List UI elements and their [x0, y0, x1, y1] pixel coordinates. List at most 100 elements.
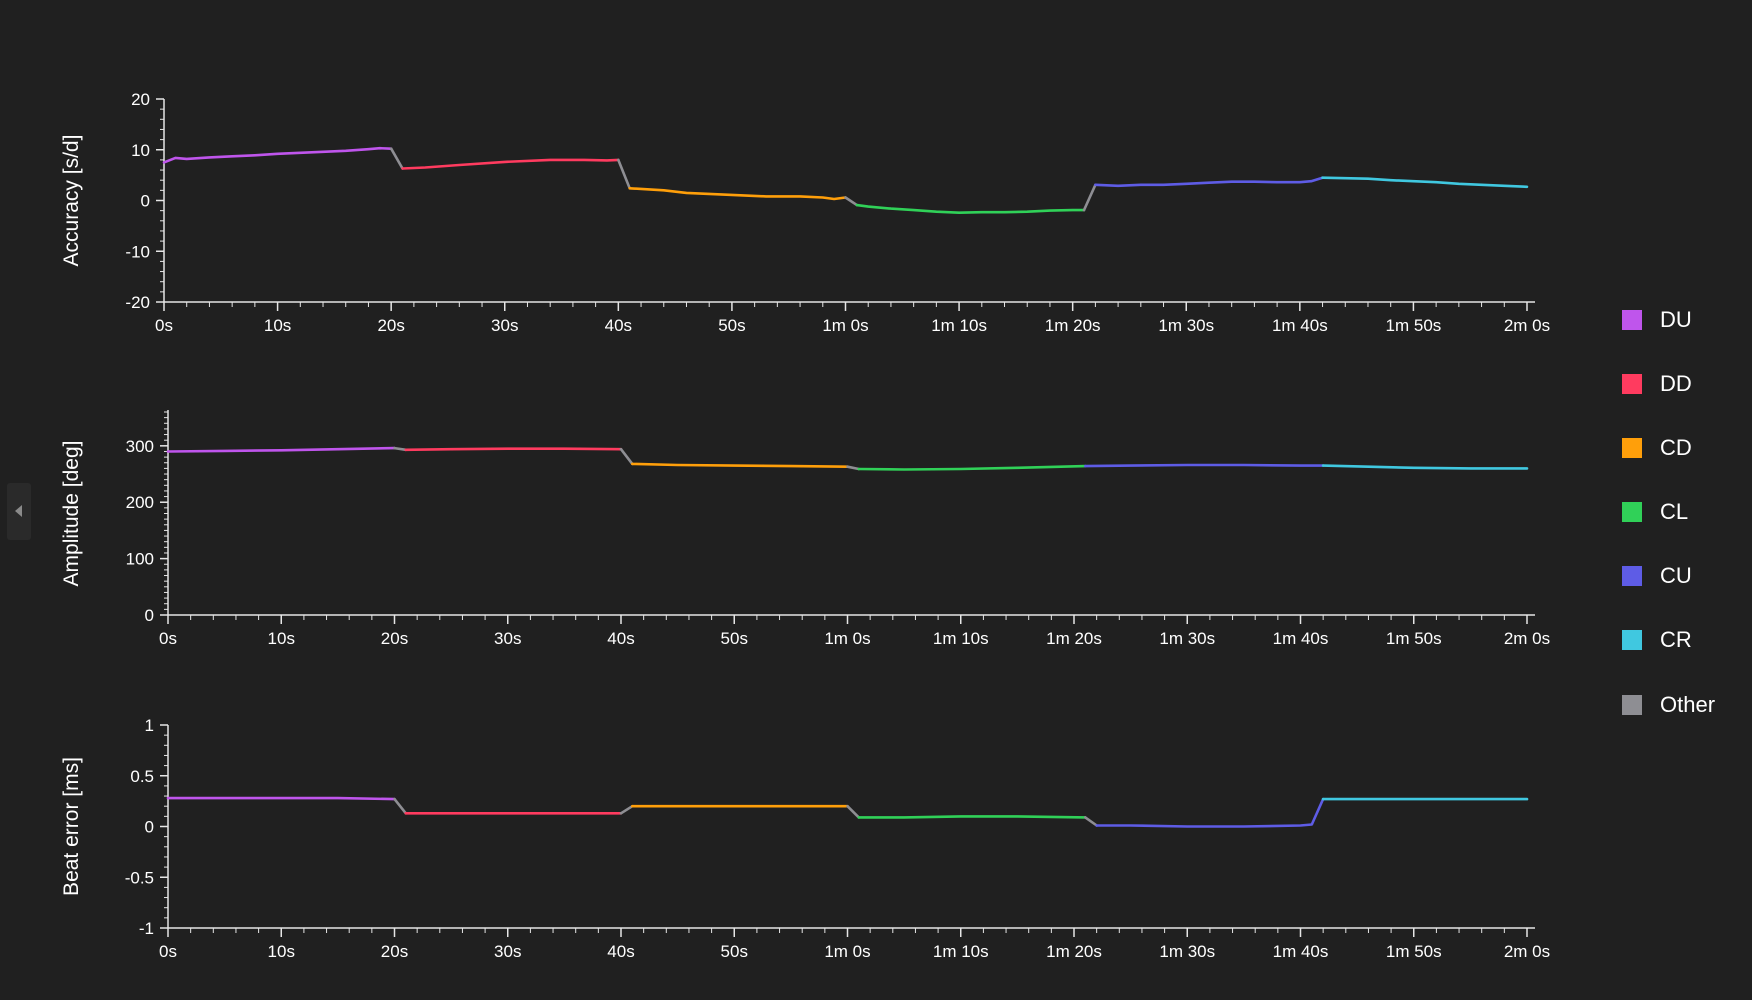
legend-label: CR: [1660, 627, 1692, 652]
series-line-other: [846, 465, 861, 471]
series-line-other: [393, 797, 408, 815]
legend-label: DD: [1660, 371, 1692, 396]
x-tick-label: 40s: [607, 942, 634, 961]
x-tick-label: 20s: [381, 942, 408, 961]
x-tick-label: 2m 0s: [1504, 629, 1550, 648]
x-tick-label: 1m 30s: [1158, 316, 1214, 335]
legend-swatch-dd: [1622, 374, 1642, 394]
legend-label: DU: [1660, 307, 1692, 332]
series-line-cl: [857, 815, 1087, 819]
x-tick-label: 1m 10s: [933, 942, 989, 961]
x-tick-label: 10s: [264, 316, 291, 335]
legend-item-cu[interactable]: CU: [1622, 556, 1692, 596]
x-tick-label: 1m 40s: [1273, 629, 1329, 648]
x-tick-label: 1m 40s: [1272, 316, 1328, 335]
x-tick-label: 30s: [494, 629, 521, 648]
legend-swatch-cl: [1622, 502, 1642, 522]
collapse-panel-button[interactable]: [7, 483, 31, 540]
chart-panel-2: 300 200 100 0 0s 10s 20s 30s 40s 50s 1m 0s 1m 10s 1m…: [60, 410, 1550, 648]
series-line-other: [619, 804, 634, 815]
x-tick-label: 0s: [159, 629, 177, 648]
y-axis-title: Amplitude [deg]: [60, 441, 83, 587]
y-tick-label: 0: [141, 192, 150, 211]
legend-item-cd[interactable]: CD: [1622, 428, 1692, 468]
legend-item-du[interactable]: DU: [1622, 300, 1692, 340]
chart-panel-1: 20 10 0 -10 -20 0s 10s 20s 30s 40s 50s 1m 0s 1m 10s 1…: [60, 90, 1550, 335]
x-tick-label: 1m 30s: [1159, 942, 1215, 961]
y-tick-label: -20: [125, 293, 150, 312]
y-tick-label: 0: [145, 818, 154, 837]
x-tick-label: 1m 10s: [931, 316, 987, 335]
legend-label: CU: [1660, 563, 1692, 588]
series-line-cl: [855, 203, 1086, 214]
legend-swatch-other: [1622, 695, 1642, 715]
legend-item-dd[interactable]: DD: [1622, 364, 1692, 404]
legend-item-cl[interactable]: CL: [1622, 492, 1688, 532]
series-line-other: [1082, 183, 1097, 212]
y-tick-label: 300: [126, 437, 154, 456]
x-tick-label: 2m 0s: [1504, 316, 1550, 335]
legend-swatch-du: [1622, 310, 1642, 330]
series-line-du: [166, 796, 396, 801]
x-tick-label: 1m 20s: [1045, 316, 1101, 335]
y-tick-label: 10: [131, 141, 150, 160]
series-line-other: [393, 446, 408, 452]
x-tick-label: 20s: [377, 316, 404, 335]
series-line-cl: [857, 464, 1087, 471]
series-line-other: [844, 196, 859, 207]
x-tick-label: 1m 40s: [1273, 942, 1329, 961]
x-tick-label: 1m 20s: [1046, 942, 1102, 961]
x-tick-label: 1m 50s: [1386, 942, 1442, 961]
x-tick-label: 50s: [721, 942, 748, 961]
x-tick-label: 0s: [159, 942, 177, 961]
x-tick-label: 1m 10s: [933, 629, 989, 648]
series-line-other: [1084, 816, 1098, 827]
legend-swatch-cd: [1622, 438, 1642, 458]
x-tick-label: 40s: [605, 316, 632, 335]
series-line-dd: [404, 447, 623, 452]
chart-panel-3: 1 0.5 0 -0.5 -1 0s 10s 20s 30s 40s 50s 1m 0s 1m 10s 1…: [60, 716, 1550, 961]
legend-item-cr[interactable]: CR: [1622, 620, 1692, 660]
x-tick-label: 0s: [155, 316, 173, 335]
legend-item-other[interactable]: Other: [1622, 685, 1715, 725]
x-tick-label: 1m 50s: [1386, 316, 1442, 335]
series-line-cu: [1084, 463, 1325, 468]
series-line-cu: [1094, 176, 1324, 188]
x-tick-label: 50s: [721, 629, 748, 648]
x-tick-label: 30s: [491, 316, 518, 335]
series-line-cr: [1321, 176, 1529, 189]
series-line-cu: [1095, 797, 1325, 828]
x-tick-label: 1m 0s: [824, 629, 870, 648]
chevron-left-icon: [15, 505, 22, 517]
y-tick-label: 0: [145, 606, 154, 625]
legend-swatch-cu: [1622, 566, 1642, 586]
y-axis-title: Accuracy [s/d]: [60, 135, 83, 267]
series-line-cd: [628, 187, 847, 201]
series-line-other: [389, 147, 404, 170]
x-tick-label: 10s: [268, 629, 295, 648]
x-tick-label: 50s: [718, 316, 745, 335]
x-tick-label: 1m 0s: [824, 942, 870, 961]
series-line-cd: [630, 462, 849, 469]
legend-label: CL: [1660, 499, 1689, 524]
x-tick-label: 20s: [381, 629, 408, 648]
y-tick-label: -0.5: [125, 868, 154, 887]
x-tick-label: 2m 0s: [1504, 942, 1550, 961]
y-tick-label: -1: [139, 919, 154, 938]
series-line-other: [846, 804, 861, 819]
series-line-dd: [401, 158, 620, 170]
series-line-du: [162, 146, 393, 164]
legend-label: Other: [1660, 692, 1716, 717]
series-line-other: [619, 447, 634, 466]
y-tick-label: -10: [125, 242, 150, 261]
y-tick-label: 0.5: [130, 767, 154, 786]
y-tick-label: 100: [126, 550, 154, 569]
y-tick-label: 200: [126, 493, 154, 512]
x-tick-label: 10s: [268, 942, 295, 961]
series-line-other: [616, 158, 632, 190]
x-tick-label: 1m 0s: [822, 316, 868, 335]
legend-swatch-cr: [1622, 630, 1642, 650]
x-tick-label: 1m 30s: [1159, 629, 1215, 648]
x-tick-label: 1m 50s: [1386, 629, 1442, 648]
